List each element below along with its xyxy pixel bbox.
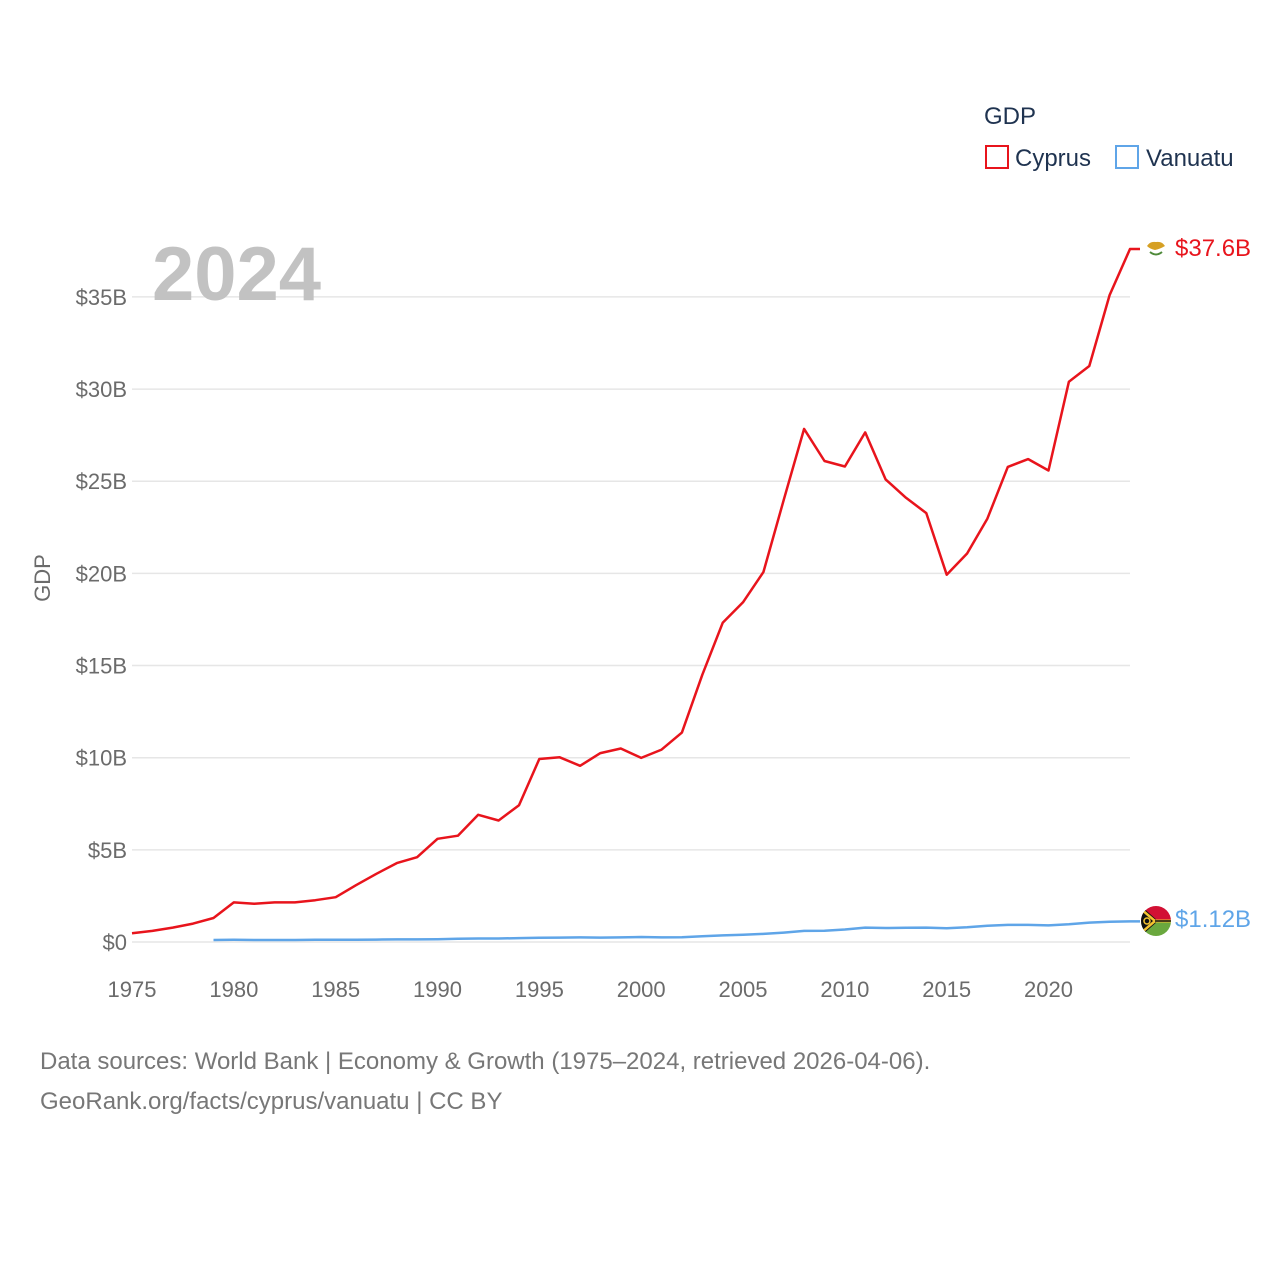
end-label-cyprus: $37.6B — [1175, 235, 1251, 262]
x-axis-ticks: 1975 1980 1985 1990 1995 2000 2005 2010 2015 2020 — [108, 977, 1073, 1002]
cyprus-flag-icon — [1147, 241, 1165, 256]
y-tick-label: $30B — [76, 377, 127, 402]
x-tick-label: 2020 — [1024, 977, 1073, 1002]
x-tick-label: 2000 — [617, 977, 666, 1002]
y-axis-title: GDP — [30, 554, 55, 602]
x-tick-label: 2010 — [820, 977, 869, 1002]
legend-label-vanuatu[interactable]: Vanuatu — [1146, 145, 1234, 172]
end-label-vanuatu: $1.12B — [1175, 906, 1251, 933]
source-line-1: Data sources: World Bank | Economy & Gro… — [40, 1048, 931, 1075]
series-line-vanuatu[interactable] — [213, 920, 1141, 942]
y-tick-label: $15B — [76, 654, 127, 679]
legend: GDP Cyprus Vanuatu — [984, 103, 1234, 172]
x-tick-label: 1995 — [515, 977, 564, 1002]
legend-label-cyprus[interactable]: Cyprus — [1015, 145, 1091, 172]
legend-swatch-cyprus[interactable] — [985, 145, 1009, 169]
y-tick-label: $10B — [76, 746, 127, 771]
legend-swatch-vanuatu[interactable] — [1115, 145, 1139, 169]
x-tick-label: 1985 — [311, 977, 360, 1002]
source-line-2[interactable]: GeoRank.org/facts/cyprus/vanuatu | CC BY — [40, 1088, 503, 1115]
x-tick-label: 1990 — [413, 977, 462, 1002]
x-tick-label: 1975 — [108, 977, 157, 1002]
vanuatu-flag-icon — [1141, 906, 1171, 936]
x-tick-label: 2005 — [719, 977, 768, 1002]
series-lines — [131, 247, 1141, 942]
year-label: 2024 — [152, 232, 321, 317]
legend-title: GDP — [984, 103, 1036, 130]
source-note: Data sources: World Bank | Economy & Gro… — [40, 1042, 930, 1122]
y-tick-label: $0 — [103, 930, 127, 955]
y-tick-label: $25B — [76, 469, 127, 494]
x-tick-label: 2015 — [922, 977, 971, 1002]
y-tick-label: $20B — [76, 561, 127, 586]
y-axis-ticks: $0 $5B $10B $15B $20B $25B $30B $35B — [76, 285, 127, 955]
gridlines — [132, 296, 1130, 943]
series-line-cyprus[interactable] — [131, 247, 1140, 935]
y-tick-label: $5B — [88, 838, 127, 863]
y-tick-label: $35B — [76, 285, 127, 310]
x-tick-label: 1980 — [209, 977, 258, 1002]
